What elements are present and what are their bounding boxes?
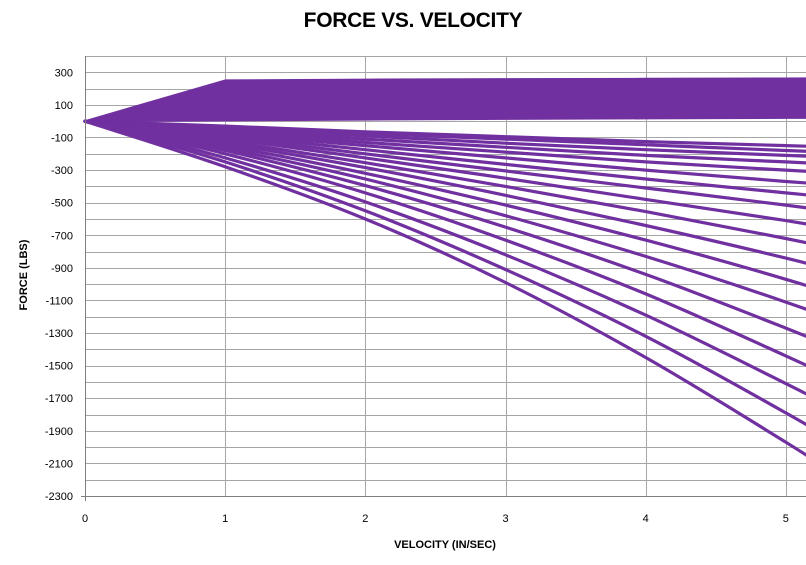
y-tick-label: -1100 — [46, 295, 73, 307]
y-tick-label: -900 — [51, 263, 73, 275]
series-lines — [83, 119, 806, 457]
y-tick-label: 300 — [55, 67, 73, 79]
y-tick-label: -2100 — [45, 458, 73, 470]
y-tick-label: -100 — [51, 132, 73, 144]
y-tick-label: -500 — [51, 198, 73, 210]
x-tick-label: 5 — [783, 513, 789, 525]
series-line-18 — [83, 119, 806, 457]
y-tick-label: -1300 — [45, 328, 73, 340]
y-tick-label: -2300 — [45, 491, 73, 503]
series-line-12 — [83, 119, 806, 288]
series-line-13 — [83, 119, 806, 311]
x-tick-label: 2 — [362, 513, 368, 525]
series-line-14 — [83, 119, 806, 338]
y-tick-label: -1900 — [45, 426, 73, 438]
x-axis-label: VELOCITY (IN/SEC) — [394, 539, 496, 551]
y-tick-label: -700 — [51, 230, 73, 242]
axes — [81, 56, 806, 501]
series-line-17 — [83, 119, 806, 427]
series-line-10 — [83, 119, 806, 245]
series-line-16 — [83, 119, 806, 396]
x-tick-label: 4 — [643, 513, 649, 525]
y-tick-label: -300 — [51, 165, 73, 177]
chart-title: FORCE VS. VELOCITY — [303, 9, 523, 32]
compression-band — [84, 77, 806, 123]
gridlines — [85, 56, 806, 497]
series-line-4 — [83, 119, 806, 165]
y-axis-label: FORCE (LBS) — [18, 239, 30, 311]
x-tick-label: 1 — [222, 513, 228, 525]
y-tick-label: 100 — [55, 100, 73, 112]
x-tick-label: 3 — [502, 513, 508, 525]
series-line-7 — [83, 119, 806, 197]
tick-labels: 300 100 -100 -300 -500 -700 -900 -1100 -1300 -150… — [45, 67, 789, 525]
series-line-15 — [83, 119, 806, 367]
series-line-9 — [83, 119, 806, 226]
series-line-11 — [83, 119, 806, 265]
y-tick-label: -1700 — [45, 393, 73, 405]
compression-band-fill — [84, 77, 806, 123]
y-tick-label: -1500 — [45, 361, 73, 373]
x-tick-label: 0 — [82, 513, 88, 525]
